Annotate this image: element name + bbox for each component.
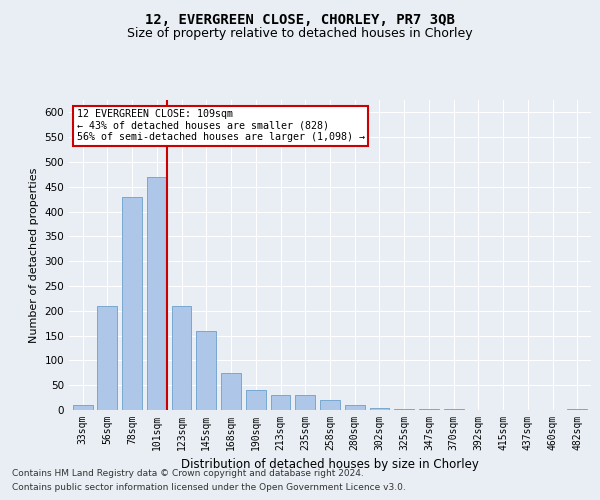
Text: Contains public sector information licensed under the Open Government Licence v3: Contains public sector information licen…	[12, 484, 406, 492]
Bar	[73, 405, 92, 410]
Text: 12 EVERGREEN CLOSE: 109sqm
← 43% of detached houses are smaller (828)
56% of sem: 12 EVERGREEN CLOSE: 109sqm ← 43% of deta…	[77, 110, 365, 142]
Text: Contains HM Land Registry data © Crown copyright and database right 2024.: Contains HM Land Registry data © Crown c…	[12, 468, 364, 477]
Bar	[345, 405, 365, 410]
Bar	[147, 177, 167, 410]
Bar	[370, 408, 389, 410]
Bar	[97, 306, 117, 410]
Y-axis label: Number of detached properties: Number of detached properties	[29, 168, 39, 342]
Bar	[320, 400, 340, 410]
Bar	[444, 409, 464, 410]
X-axis label: Distribution of detached houses by size in Chorley: Distribution of detached houses by size …	[181, 458, 479, 471]
Bar	[172, 306, 191, 410]
Bar	[221, 373, 241, 410]
Bar	[271, 395, 290, 410]
Bar	[196, 330, 216, 410]
Bar	[419, 409, 439, 410]
Bar	[394, 408, 414, 410]
Bar	[568, 409, 587, 410]
Bar	[246, 390, 266, 410]
Text: 12, EVERGREEN CLOSE, CHORLEY, PR7 3QB: 12, EVERGREEN CLOSE, CHORLEY, PR7 3QB	[145, 12, 455, 26]
Bar	[122, 196, 142, 410]
Bar	[295, 395, 315, 410]
Text: Size of property relative to detached houses in Chorley: Size of property relative to detached ho…	[127, 28, 473, 40]
